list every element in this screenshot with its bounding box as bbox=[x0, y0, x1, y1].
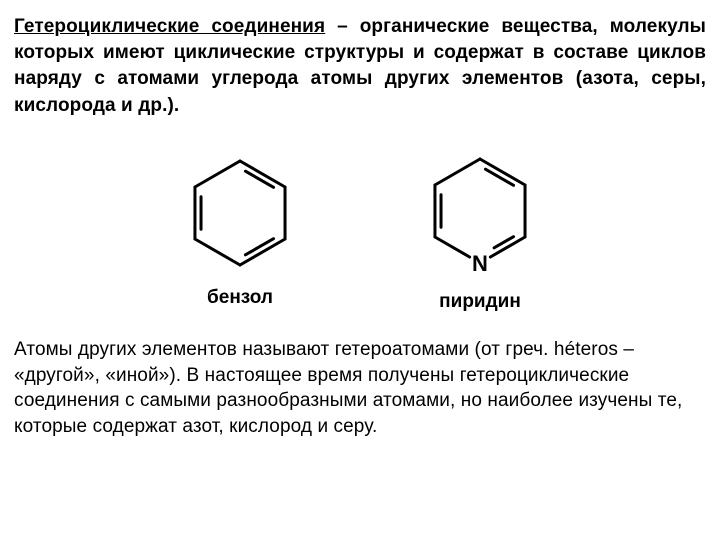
pyridine-block: N пиридин bbox=[420, 153, 540, 313]
pyridine-structure-icon: N bbox=[420, 153, 540, 277]
term-heterocyclic: Гетероциклические соединения bbox=[14, 16, 325, 37]
svg-text:N: N bbox=[472, 251, 488, 276]
pyridine-label: пиридин bbox=[439, 291, 521, 313]
benzene-label: бензол bbox=[207, 287, 273, 309]
definition-paragraph: Гетероциклические соединения – органичес… bbox=[14, 14, 706, 119]
molecule-diagrams-row: бензол N пиридин bbox=[14, 153, 706, 313]
benzene-block: бензол bbox=[180, 153, 300, 313]
explanation-paragraph: Атомы других элементов называют гетероат… bbox=[14, 337, 706, 440]
benzene-structure-icon bbox=[180, 153, 300, 273]
